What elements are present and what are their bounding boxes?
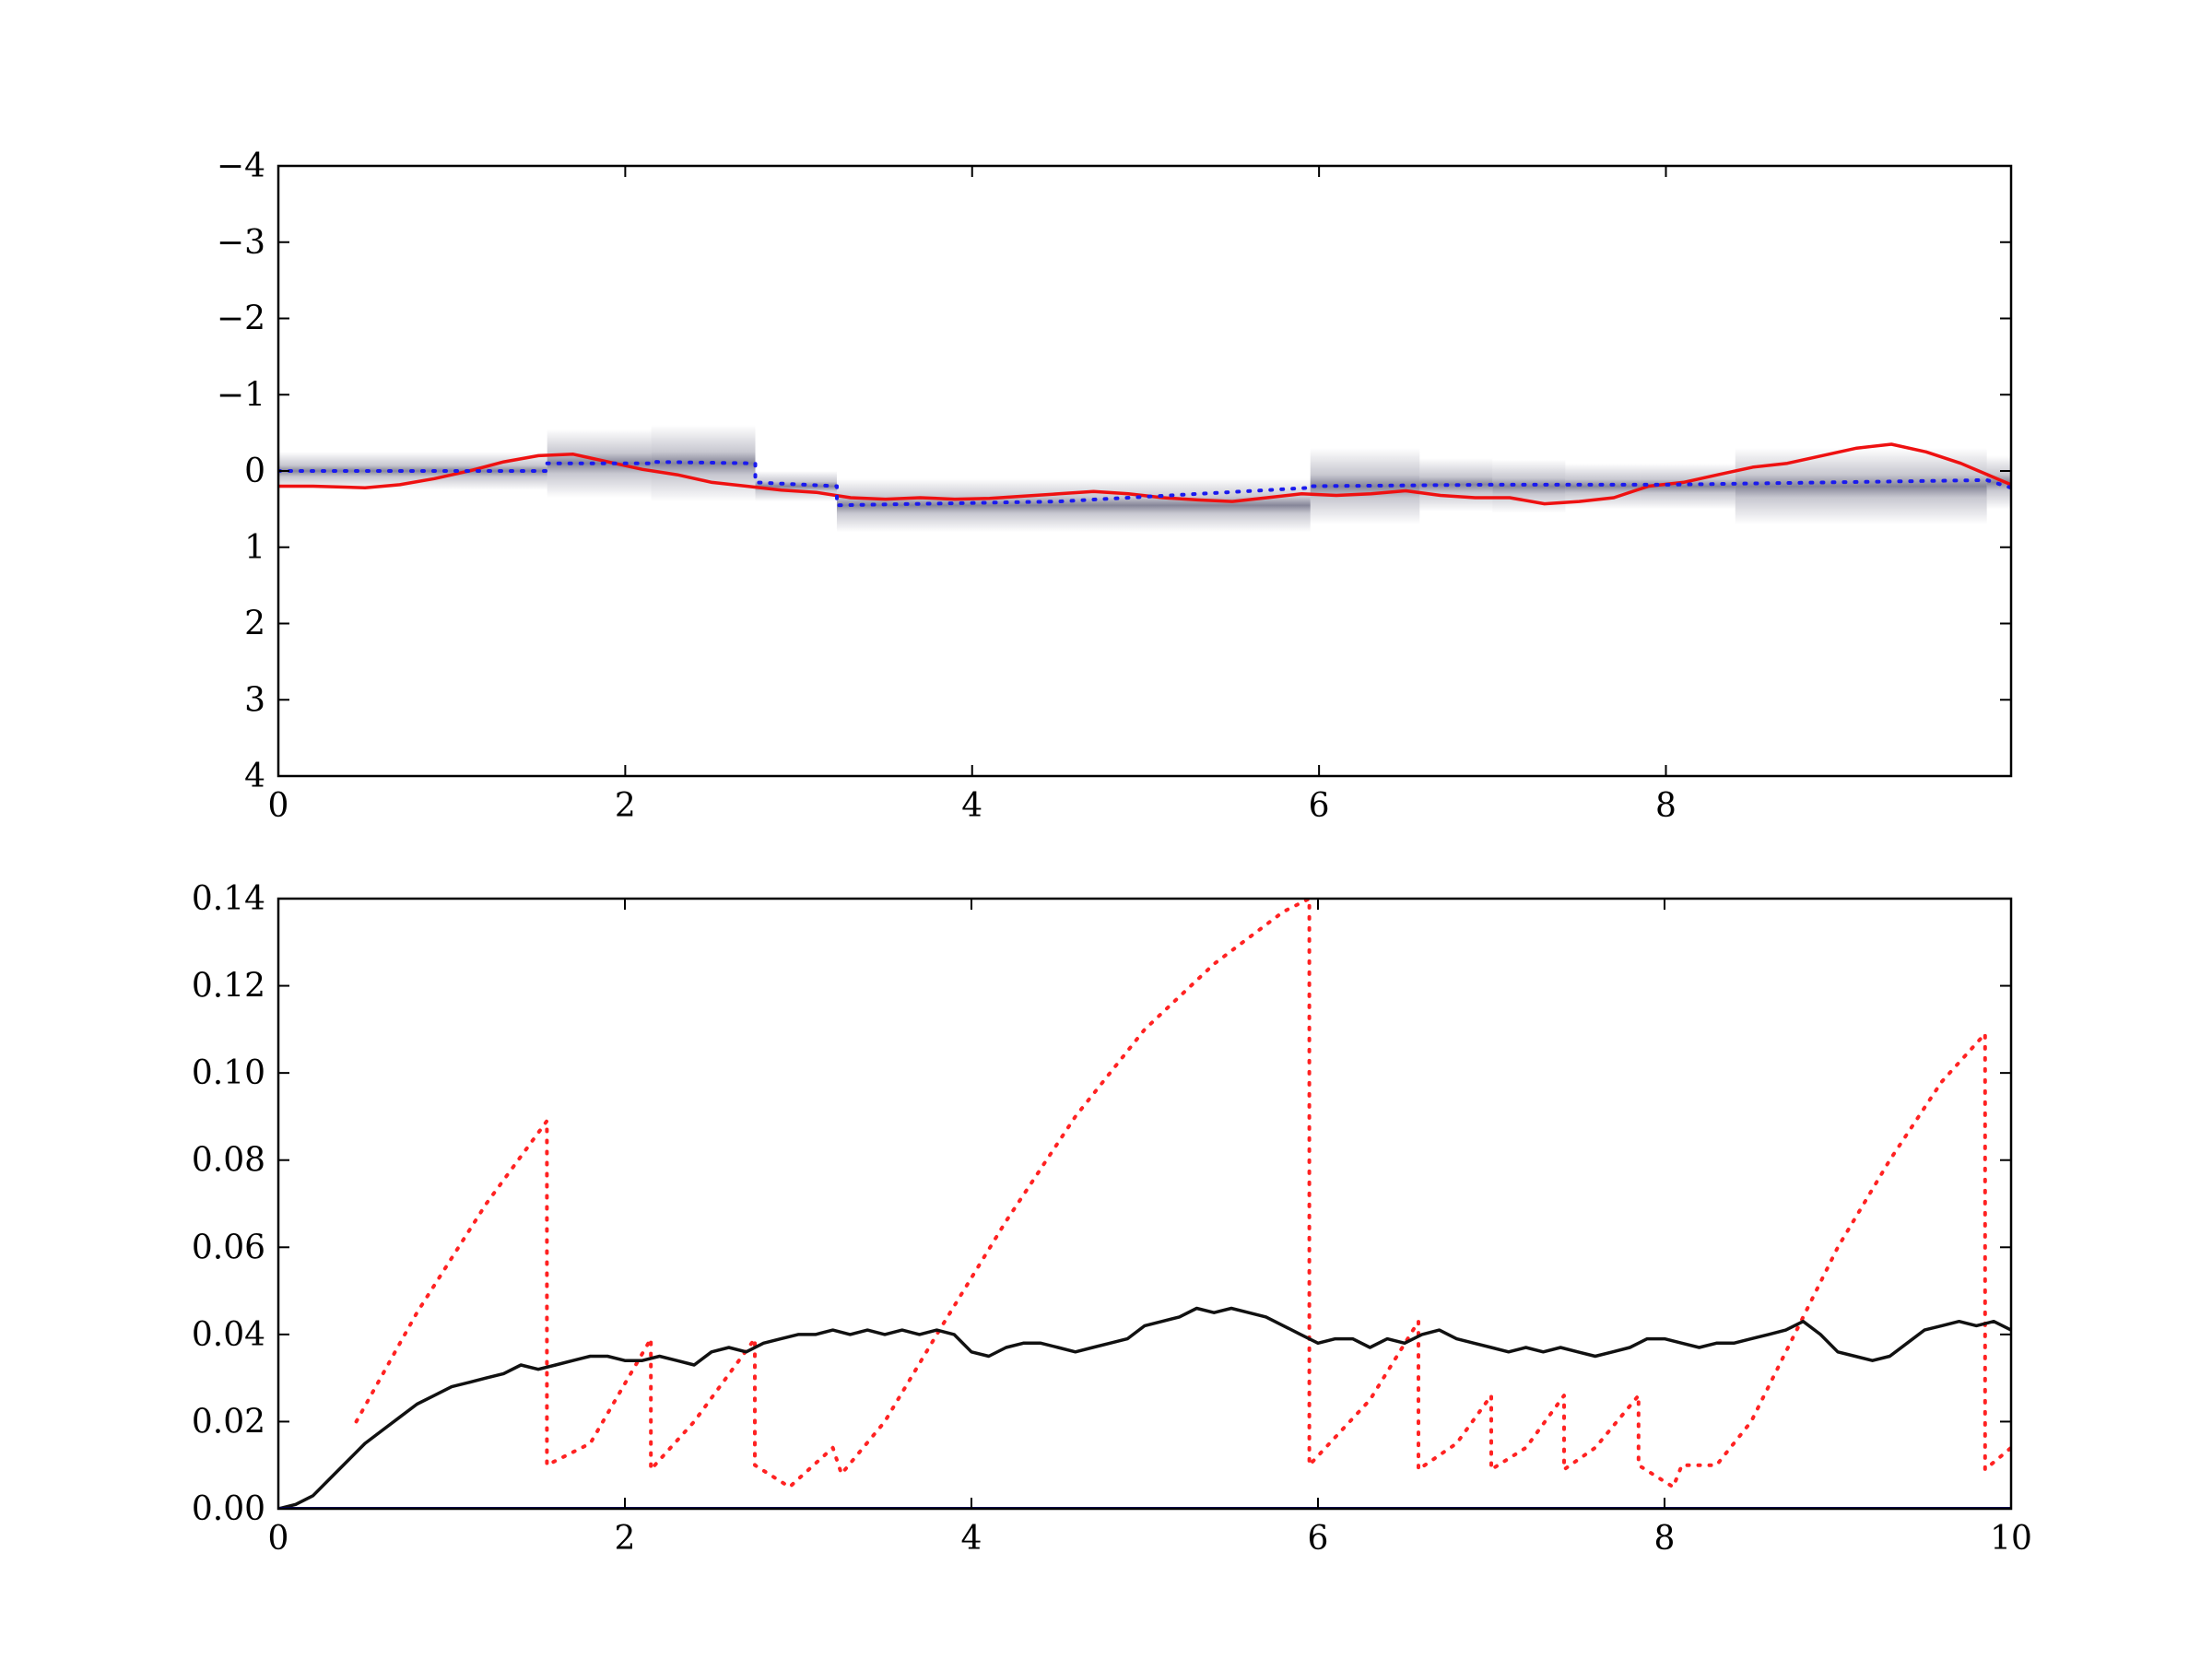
y-tick-label: 0.00 [192, 1490, 265, 1528]
top-ticks: 0 2 4 6 8 −4 −3 −2 −1 0 1 2 3 4 [217, 147, 2011, 825]
bottom-series-solid-black [278, 1306, 2011, 1509]
y-tick-label: −3 [217, 224, 265, 262]
y-tick-label: −2 [217, 300, 265, 338]
bottom-series-layer [278, 899, 2011, 1509]
bottom-series-dotted-red [354, 899, 2011, 1489]
bottom-axes-frame [276, 897, 2013, 1511]
y-tick-label: 0.02 [192, 1403, 265, 1441]
y-tick-label: 2 [244, 606, 265, 643]
y-tick-label: −1 [217, 376, 265, 414]
density-band [278, 425, 2011, 533]
top-series-dotted-blue [278, 460, 2011, 508]
density-band-segment [755, 471, 837, 502]
x-tick-label: 8 [1655, 787, 1677, 825]
density-band-segment [1735, 448, 1987, 524]
top-series-layer [278, 442, 2011, 508]
bottom-ticks: 0 2 4 6 8 10 0.00 0.02 0.04 0.06 0.08 0.10 0.12 0.14 [192, 880, 2032, 1558]
x-tick-label: 10 [1990, 1520, 2032, 1558]
x-tick-label: 4 [961, 1520, 982, 1558]
x-tick-label: 6 [1308, 1520, 1329, 1558]
y-tick-label: −4 [217, 147, 265, 185]
bottom-plot-background [278, 899, 2011, 1509]
y-tick-label: 0.14 [192, 880, 265, 918]
y-tick-label: 3 [244, 681, 265, 719]
y-tick-label: 0.12 [192, 968, 265, 1006]
y-tick-label: 1 [244, 529, 265, 567]
y-tick-label: 0.06 [192, 1229, 265, 1266]
y-tick-label: 4 [244, 758, 265, 795]
x-tick-label: 6 [1309, 787, 1330, 825]
y-tick-label: 0 [244, 453, 265, 490]
x-tick-label: 0 [268, 787, 289, 825]
bottom-panel: 0 2 4 6 8 10 0.00 0.02 0.04 0.06 0.08 0.10 0.12 0.14 [192, 880, 2032, 1558]
top-panel: 0 2 4 6 8 −4 −3 −2 −1 0 1 2 3 4 [217, 147, 2013, 825]
x-tick-label: 2 [615, 787, 636, 825]
y-tick-label: 0.04 [192, 1316, 265, 1354]
y-tick-label: 0.08 [192, 1142, 265, 1180]
x-tick-label: 4 [961, 787, 982, 825]
top-series-solid-red [278, 442, 2011, 506]
x-tick-label: 8 [1654, 1520, 1676, 1558]
y-tick-label: 0.10 [192, 1054, 265, 1092]
x-tick-label: 0 [268, 1520, 289, 1558]
x-tick-label: 2 [615, 1520, 636, 1558]
